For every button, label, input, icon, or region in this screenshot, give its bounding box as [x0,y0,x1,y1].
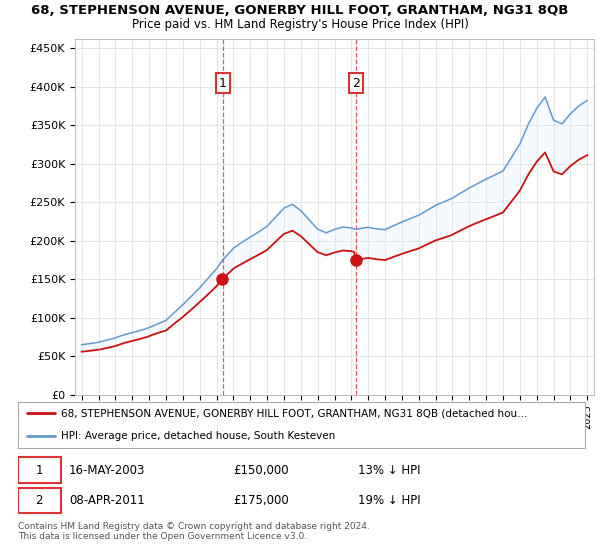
Text: 68, STEPHENSON AVENUE, GONERBY HILL FOOT, GRANTHAM, NG31 8QB (detached hou…: 68, STEPHENSON AVENUE, GONERBY HILL FOOT… [61,408,527,418]
Text: £150,000: £150,000 [233,464,289,477]
Text: 19% ↓ HPI: 19% ↓ HPI [358,494,421,507]
FancyBboxPatch shape [18,458,61,483]
Text: £175,000: £175,000 [233,494,289,507]
Text: 2: 2 [35,494,43,507]
Text: Price paid vs. HM Land Registry's House Price Index (HPI): Price paid vs. HM Land Registry's House … [131,18,469,31]
Text: 1: 1 [35,464,43,477]
Text: 1: 1 [219,77,227,90]
Text: Contains HM Land Registry data © Crown copyright and database right 2024.
This d: Contains HM Land Registry data © Crown c… [18,522,370,542]
FancyBboxPatch shape [18,488,61,514]
Text: 68, STEPHENSON AVENUE, GONERBY HILL FOOT, GRANTHAM, NG31 8QB: 68, STEPHENSON AVENUE, GONERBY HILL FOOT… [31,4,569,17]
Text: 13% ↓ HPI: 13% ↓ HPI [358,464,421,477]
Text: 2: 2 [352,77,360,90]
Text: HPI: Average price, detached house, South Kesteven: HPI: Average price, detached house, Sout… [61,431,335,441]
Text: 08-APR-2011: 08-APR-2011 [69,494,145,507]
Text: 16-MAY-2003: 16-MAY-2003 [69,464,145,477]
